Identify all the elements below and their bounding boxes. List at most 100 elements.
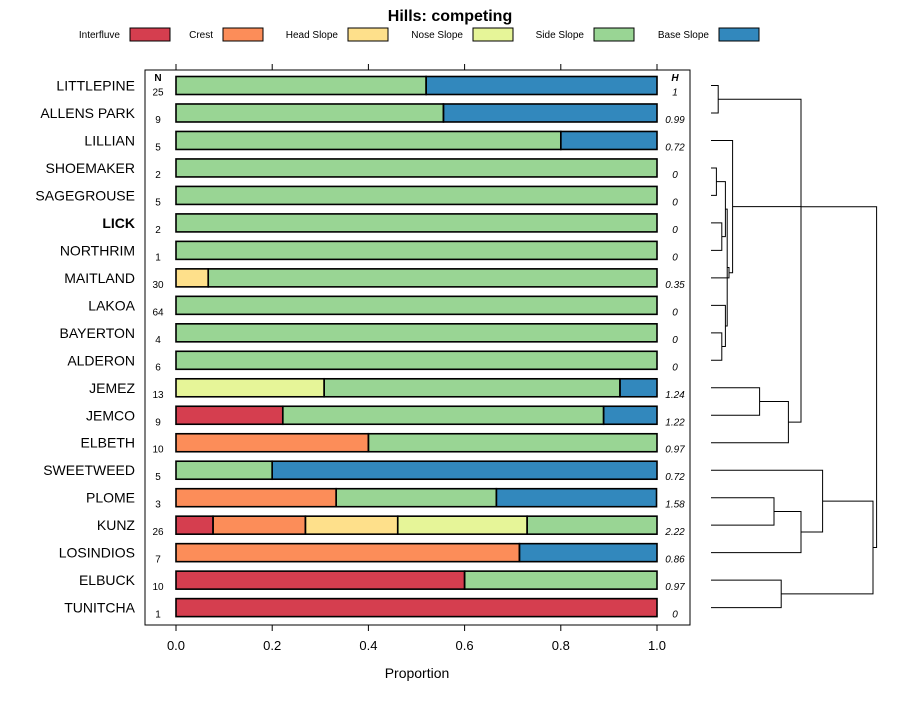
category-label: ELBETH <box>81 435 135 451</box>
bar-segment-interfluve <box>176 571 465 590</box>
row-jemez: JEMEZ 13 1.24 <box>89 377 685 401</box>
row-maitland: MAITLAND 30 0.35 <box>64 268 685 291</box>
n-value: 9 <box>155 115 161 126</box>
dendrogram-branch <box>711 267 730 279</box>
dendrogram-branch <box>711 387 761 416</box>
row-tunitcha: TUNITCHA 1 0 <box>64 597 678 621</box>
bar-segment-side-slope <box>176 76 427 95</box>
legend-label-nose-slope: Nose Slope <box>411 30 463 41</box>
legend-label-base-slope: Base Slope <box>658 30 710 41</box>
x-axis-label: Proportion <box>385 665 450 681</box>
row-lakoa: LAKOA 64 0 <box>88 295 678 318</box>
plot-frame <box>144 69 691 626</box>
category-label: ELBUCK <box>79 572 136 588</box>
bar-segment-outline <box>175 350 658 371</box>
bar-segment-outline <box>175 597 658 618</box>
row-lillian: LILLIAN 5 0.72 <box>84 130 685 153</box>
bar-segment-outline <box>175 213 658 233</box>
row-northrim: NORTHRIM 1 0 <box>60 240 678 263</box>
bar-segment-outline <box>559 130 658 151</box>
category-label: JEMEZ <box>89 380 135 396</box>
bar-segment-base-slope <box>603 406 657 425</box>
bar-segment-side-slope <box>176 103 444 122</box>
h-value: 0 <box>672 225 678 236</box>
bar-segment-base-slope <box>619 378 657 397</box>
n-value: 5 <box>155 142 161 153</box>
bar-segment-crest <box>176 433 369 452</box>
category-label: LOSINDIOS <box>59 545 135 561</box>
category-label: SHOEMAKER <box>46 160 135 176</box>
row-jemco: JEMCO 9 1.22 <box>86 405 685 428</box>
category-label: TUNITCHA <box>64 600 135 616</box>
h-value: 1.24 <box>665 390 685 401</box>
category-label: LITTLEPINE <box>56 78 135 94</box>
bar-segment-head-slope <box>305 516 398 535</box>
legend-label-head-slope: Head Slope <box>286 30 339 41</box>
h-value: 0 <box>672 362 678 373</box>
h-value: 0 <box>672 170 678 181</box>
bar-segment-base-slope <box>426 76 657 95</box>
category-label: PLOME <box>86 490 135 506</box>
x-tick-label: 0.4 <box>359 638 377 653</box>
bar-segment-side-slope <box>176 351 657 370</box>
row-kunz: KUNZ 26 2.22 <box>97 515 685 538</box>
bar-segment-crest <box>176 543 520 562</box>
bar-segment-side-slope <box>176 296 657 315</box>
row-losindios: LOSINDIOS 7 0.86 <box>59 542 685 566</box>
bar-segment-base-slope <box>496 488 657 507</box>
bar-segment-side-slope <box>368 433 657 452</box>
bar-segment-crest <box>176 488 337 507</box>
bar-segment-head-slope <box>176 268 209 287</box>
row-plome: PLOME 3 1.58 <box>86 487 685 511</box>
dendrogram-branch <box>711 332 723 361</box>
x-tick-label: 0.2 <box>263 638 281 653</box>
dendrogram-branch <box>711 497 775 526</box>
dendrogram-branch <box>732 206 802 423</box>
bar-segment-outline <box>175 185 658 206</box>
bar-segment-side-slope <box>324 378 620 397</box>
dendrogram-branch <box>801 206 878 549</box>
legend-swatch-base-slope <box>718 27 760 42</box>
x-tick-label: 0.0 <box>167 638 185 653</box>
bar-segment-outline <box>442 103 658 123</box>
bar-segment-interfluve <box>176 598 657 617</box>
bar-segment-outline <box>175 295 658 316</box>
bar-segment-side-slope <box>527 516 657 535</box>
legend-swatch-side-slope <box>593 27 635 42</box>
bar-segment-base-slope <box>519 543 657 562</box>
row-shoemaker: SHOEMAKER 2 0 <box>46 158 678 181</box>
row-littlepine: LITTLEPINE 25 1 <box>56 75 678 99</box>
bar-segment-outline <box>463 570 658 590</box>
h-value: 1 <box>672 88 678 99</box>
bar-segment-outline <box>425 75 658 96</box>
bar-segment-side-slope <box>176 131 561 150</box>
bar-segment-nose-slope <box>176 378 325 397</box>
bar-segment-outline <box>367 432 658 453</box>
n-value: 1 <box>155 610 161 621</box>
category-label: SAGEGROUSE <box>35 187 135 203</box>
n-value: 1 <box>155 252 161 263</box>
h-value: 0.72 <box>665 472 685 483</box>
bar-segment-outline <box>207 268 658 288</box>
n-value: 13 <box>152 390 164 401</box>
row-bayerton: BAYERTON 4 0 <box>60 323 678 346</box>
n-value: 64 <box>152 307 164 318</box>
dendrogram-branch <box>711 579 782 609</box>
n-value: 7 <box>155 555 161 566</box>
n-value: 25 <box>152 88 164 99</box>
h-value: 0.72 <box>665 142 685 153</box>
bar-segment-side-slope <box>282 406 604 425</box>
category-label: JEMCO <box>86 407 135 423</box>
bar-segment-side-slope <box>208 268 658 287</box>
category-label: KUNZ <box>97 517 136 533</box>
bar-segment-outline <box>619 377 658 398</box>
dendrogram <box>711 85 878 609</box>
category-label: LICK <box>102 215 135 231</box>
bar-segment-crest <box>213 516 306 535</box>
bar-segment-outline <box>271 460 658 481</box>
dendrogram-branch <box>711 401 789 444</box>
h-value: 0 <box>672 335 678 346</box>
row-allens-park: ALLENS PARK 9 0.99 <box>40 103 685 126</box>
h-value: 0.97 <box>665 582 685 593</box>
category-label: SWEETWEED <box>43 462 135 478</box>
